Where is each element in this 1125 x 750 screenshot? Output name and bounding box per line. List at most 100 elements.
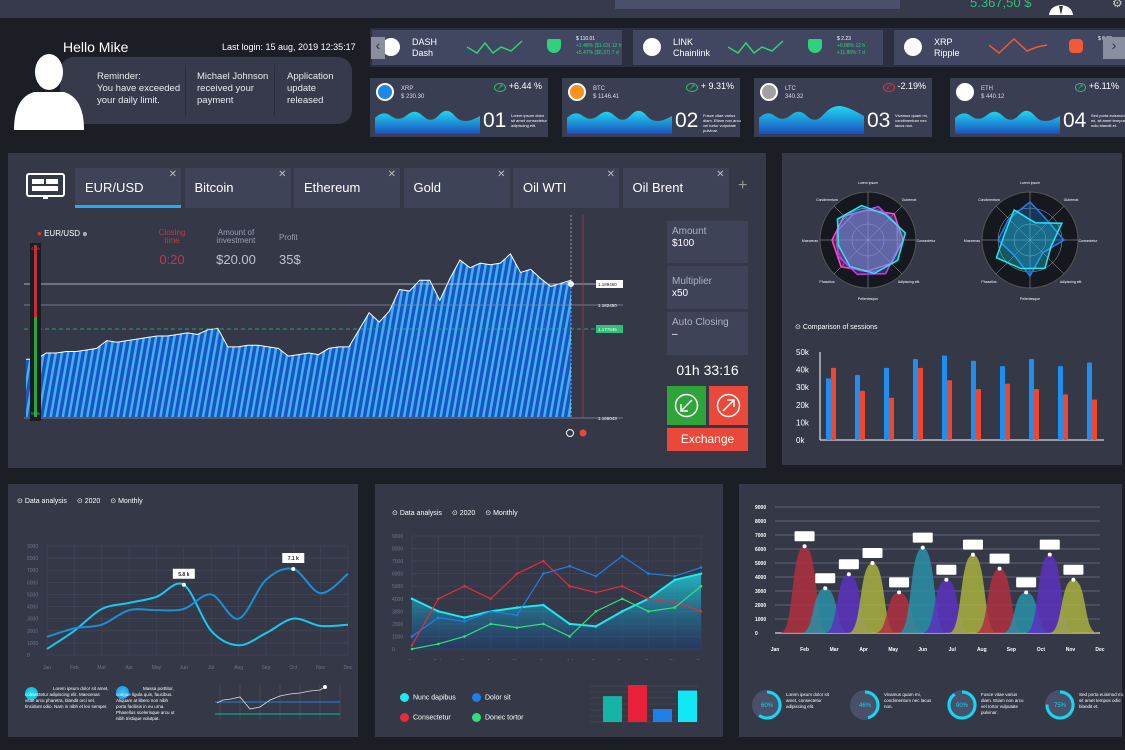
sentiment-buy-pct: 59% — [31, 411, 40, 416]
close-tab-icon[interactable]: ✕ — [716, 169, 725, 180]
filter-1[interactable]: ⊙ 2020 — [451, 510, 476, 517]
session-bar — [913, 359, 918, 440]
data-point — [594, 610, 598, 613]
tab-ethereum[interactable]: Ethereum ✕ — [294, 168, 400, 208]
ticker-next-button[interactable]: › — [1103, 37, 1125, 59]
tab-oil-wti[interactable]: Oil WTI ✕ — [513, 168, 619, 208]
exchange-button[interactable]: Exchange — [667, 428, 748, 451]
amount-field[interactable]: Amount $100 — [667, 221, 748, 263]
x-tick-label: Jul — [949, 647, 957, 653]
coin-card-eth[interactable]: ETH $ 440.12 ↗ +6.11% 04 Sed porta euismo… — [950, 78, 1125, 137]
close-tab-icon[interactable]: ✕ — [168, 169, 177, 180]
coin-wave-chart — [759, 106, 864, 134]
data-point — [410, 597, 414, 601]
notification-bubble: Reminder: You have exceeded your daily l… — [60, 57, 352, 124]
last-login: Last login: 15 aug, 2019 12:35:17 — [222, 42, 356, 52]
multiplier-field[interactable]: Multiplier x50 — [667, 266, 748, 309]
series-area — [412, 573, 701, 649]
session-bar — [1005, 383, 1010, 440]
session-bar — [971, 360, 976, 440]
filter-2[interactable]: ⊙ Monthly — [110, 498, 143, 505]
x-tick-label: Feb — [434, 659, 443, 660]
donut-percent: 90% — [956, 703, 969, 709]
coin-card-btc[interactable]: BTC $ 1146.41 ↗ + 9.31% 02 Fusce vitae va… — [562, 78, 741, 137]
legend-item[interactable]: Consectetur — [400, 713, 451, 722]
y-tick-label: 9000 — [755, 505, 766, 511]
ticker-prev-button[interactable]: ‹ — [371, 37, 385, 59]
ticker-link[interactable]: LINK Chainlink $ 2.23 +0.88% 12 h +11.88% 7… — [633, 30, 883, 65]
y-tick-label: 50k — [796, 348, 810, 357]
x-tick-label: Jun — [539, 659, 547, 660]
ticker-name: Ripple — [934, 48, 960, 58]
legend-dot — [400, 713, 409, 722]
update-message[interactable]: Application update released — [287, 71, 334, 106]
payment-message[interactable]: Michael Johnson received your payment — [197, 71, 269, 106]
chart-filters: ⊙ Data analysis ⊙ 2020 ⊙ Monthly — [17, 497, 153, 505]
countdown-timer: 01h 33:16 — [676, 362, 739, 378]
coin-symbol: ETH — [981, 86, 993, 92]
peak-label-box — [989, 553, 1010, 564]
peak-point — [1071, 577, 1076, 582]
user-avatar-icon[interactable] — [1046, 0, 1076, 15]
reminder-message[interactable]: Reminder: You have exceeded your daily l… — [97, 71, 181, 106]
radar-axis-label: Consectetur — [917, 239, 937, 243]
buy-up-button[interactable] — [709, 386, 748, 425]
x-tick-label: Jun — [180, 665, 188, 670]
pair-name: EUR/USD — [44, 229, 81, 238]
data-point — [489, 597, 493, 601]
session-bar — [860, 390, 865, 440]
tab-label: Oil Brent — [632, 180, 684, 195]
donut-percent: 60% — [761, 703, 774, 709]
dropdown-icon: ⊙ — [451, 510, 458, 517]
price-chart[interactable]: 1.189460 1.182450 1.177845 1.166043 41% 59% — [18, 215, 643, 460]
y-tick-label: 3000 — [755, 589, 766, 595]
tab-eur-usd[interactable]: EUR/USD ✕ — [75, 168, 181, 208]
data-point — [699, 572, 703, 575]
tab-oil-brent[interactable]: Oil Brent ✕ — [622, 168, 729, 208]
filter-0[interactable]: ⊙ Data analysis — [392, 510, 442, 517]
arrow-down-left-icon — [674, 393, 699, 418]
data-point — [463, 620, 466, 623]
tab-bitcoin[interactable]: Bitcoin ✕ — [184, 168, 291, 208]
y-tick-label: 20k — [796, 401, 810, 410]
y-tick-label: 5000 — [27, 592, 38, 598]
coin-card-ltc[interactable]: LTC 340.32 ↙ -2.19% 03 Vivamus quam mi, c… — [754, 78, 932, 137]
x-tick-label: Jan — [408, 659, 416, 660]
peak-label-box — [912, 532, 933, 543]
tab-label: Oil WTI — [523, 180, 567, 195]
peak-label-box — [962, 539, 983, 550]
ticker-change-12h: +0.88% 12 h — [837, 43, 866, 49]
ticker-name: Dash — [412, 48, 434, 58]
profit-label: Profit — [279, 233, 298, 242]
close-tab-icon[interactable]: ✕ — [278, 169, 287, 180]
filter-2[interactable]: ⊙ Monthly — [485, 510, 518, 517]
monitor-icon[interactable] — [26, 173, 66, 201]
search-input[interactable] — [615, 0, 900, 9]
close-tab-icon[interactable]: ✕ — [387, 169, 396, 180]
auto-closing-field[interactable]: Auto Closing – — [667, 312, 748, 355]
sentiment-sell-pct: 41% — [31, 246, 40, 251]
filter-0[interactable]: ⊙ Data analysis — [17, 498, 67, 505]
legend-item[interactable]: Donec tortor — [472, 713, 524, 722]
profit-value: 35$ — [279, 252, 301, 267]
tab-gold[interactable]: Gold ✕ — [403, 168, 510, 208]
coin-card-xrp[interactable]: XRP $ 230.30 ↗ +6.44 % 01 Lorem ipsum dol… — [370, 78, 548, 137]
close-tab-icon[interactable]: ✕ — [606, 169, 615, 180]
series-line — [411, 555, 702, 637]
add-tab-button[interactable]: + — [738, 177, 748, 194]
coin-change: ↗ +6.11% — [1074, 81, 1119, 92]
coin-price: $ 1146.41 — [593, 94, 620, 100]
filter-1[interactable]: ⊙ 2020 — [76, 498, 101, 505]
coin-wave-chart — [567, 110, 672, 134]
ticker-sparkline — [728, 40, 784, 55]
legend-item[interactable]: Nunc dapibus — [400, 693, 456, 702]
sell-down-button[interactable] — [667, 386, 706, 425]
radar-axis-label: Pellentesque — [858, 297, 878, 301]
legend-item[interactable]: Dolor sit — [472, 693, 511, 702]
note-text: Massa porttitor, congue ligula quis, fau… — [116, 686, 175, 721]
settings-gear-icon[interactable]: ⚙ — [1112, 0, 1123, 10]
data-point — [620, 597, 624, 601]
ticker-dash[interactable]: DASH Dash $ 110.01 +1.48% ($1.63) 12 h +5.4… — [372, 30, 622, 65]
close-tab-icon[interactable]: ✕ — [497, 169, 506, 180]
